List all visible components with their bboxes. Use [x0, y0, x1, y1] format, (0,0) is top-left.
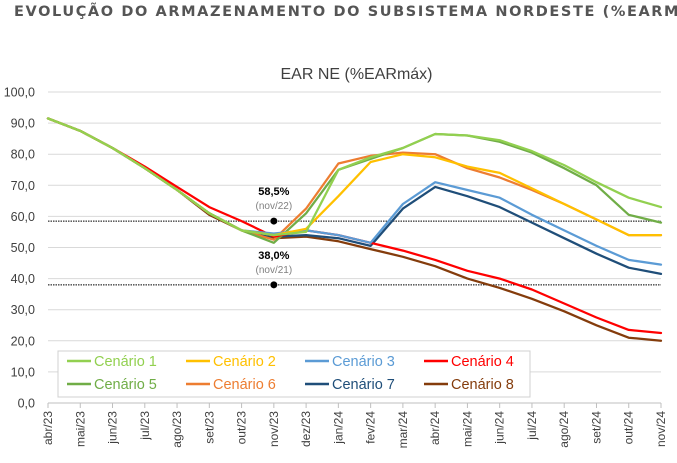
y-tick-label: 70,0 — [11, 179, 35, 193]
reference-value-label: 58,5% — [258, 186, 289, 198]
legend-label-cen-rio-3: Cenário 3 — [332, 354, 395, 370]
reference-date-label: (nov/21) — [255, 265, 292, 276]
legend-label-cen-rio-1: Cenário 1 — [94, 354, 157, 370]
x-tick-label: set/23 — [202, 411, 216, 444]
x-tick-label: jun/24 — [493, 411, 507, 445]
legend-label-cen-rio-7: Cenário 7 — [332, 377, 395, 393]
y-tick-label: 50,0 — [11, 241, 35, 255]
legend-box — [57, 350, 531, 398]
y-tick-label: 20,0 — [11, 334, 35, 348]
reference-date-label: (nov/22) — [255, 201, 292, 212]
series-line-cen-rio-1 — [46, 117, 663, 237]
x-tick-label: jun/23 — [106, 411, 120, 445]
series-line-cen-rio-2 — [46, 117, 663, 237]
y-tick-label: 0,0 — [18, 397, 35, 411]
x-tick-label: ago/24 — [557, 411, 571, 448]
y-tick-label: 100,0 — [4, 86, 35, 100]
x-tick-label: out/23 — [235, 411, 249, 445]
x-tick-label: nov/23 — [267, 411, 281, 447]
x-tick-label: jul/24 — [525, 411, 539, 441]
x-tick-label: ago/23 — [170, 411, 184, 448]
x-tick-label: mai/24 — [460, 411, 474, 447]
series-line-cen-rio-4 — [46, 117, 663, 335]
x-tick-label: abr/23 — [41, 411, 55, 445]
x-tick-label: mai/23 — [73, 411, 87, 447]
y-tick-label: 40,0 — [11, 272, 35, 286]
legend-label-cen-rio-4: Cenário 4 — [451, 354, 514, 370]
reference-marker — [270, 217, 278, 225]
x-tick-label: mar/24 — [396, 411, 410, 449]
series-line-cen-rio-7 — [46, 117, 663, 276]
x-tick-label: out/24 — [622, 411, 636, 445]
x-tick-label: fev/24 — [364, 411, 378, 444]
page-title: EVOLUÇÃO DO ARMAZENAMENTO DO SUBSISTEMA … — [14, 4, 677, 20]
chart-title: EAR NE (%EARmáx) — [280, 66, 432, 83]
x-tick-label: set/24 — [589, 411, 603, 444]
x-tick-label: jan/24 — [331, 411, 345, 445]
y-tick-label: 10,0 — [11, 365, 35, 379]
x-tick-label: dez/23 — [299, 411, 313, 447]
legend-label-cen-rio-8: Cenário 8 — [451, 377, 514, 393]
y-tick-label: 90,0 — [11, 117, 35, 131]
x-tick-label: nov/24 — [654, 411, 668, 447]
legend-label-cen-rio-6: Cenário 6 — [213, 377, 276, 393]
reference-value-label: 38,0% — [258, 250, 289, 262]
legend-label-cen-rio-5: Cenário 5 — [94, 377, 157, 393]
series-line-cen-rio-8 — [46, 117, 663, 342]
reference-marker — [270, 281, 278, 289]
y-tick-label: 80,0 — [11, 148, 35, 162]
x-tick-label: jul/23 — [138, 411, 152, 441]
y-tick-label: 60,0 — [11, 210, 35, 224]
x-tick-label: abr/24 — [428, 411, 442, 445]
y-tick-label: 30,0 — [11, 303, 35, 317]
legend-label-cen-rio-2: Cenário 2 — [213, 354, 276, 370]
